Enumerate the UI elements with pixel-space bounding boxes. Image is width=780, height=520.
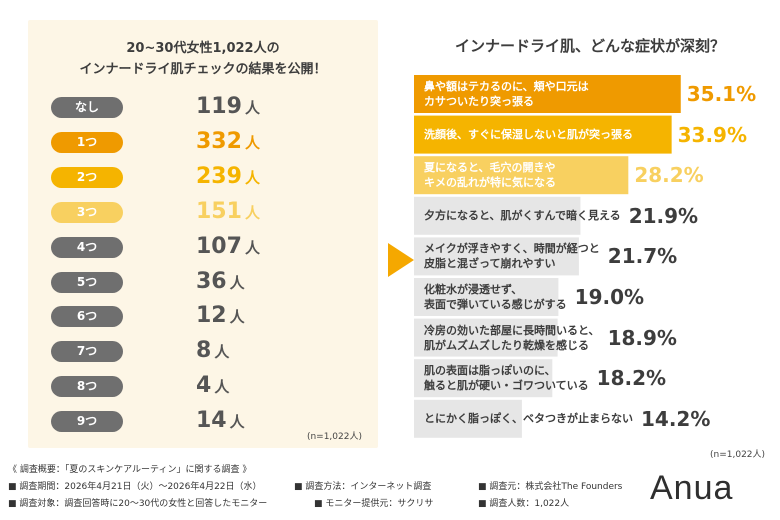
footer-source: ■ 調査元：株式会社The Founders (478, 482, 623, 492)
count-unit: 人 (244, 168, 260, 187)
symptom-percentage: 14.2% (641, 406, 711, 431)
count-unit: 人 (229, 273, 245, 292)
symptom-bar (414, 196, 581, 235)
count-unit: 人 (244, 133, 260, 152)
count-unit: 人 (229, 308, 245, 327)
footer-summary: 《 調査概要：「夏のスキンケアルーティン」に関する調査 》 (8, 465, 252, 475)
footer-period: ■ 調査期間：2026年4月21日（火）〜2026年4月22日（水） (8, 482, 262, 492)
count-unit: 人 (214, 378, 230, 397)
count-pill: 4つ (51, 236, 123, 258)
count-number: 332 (196, 128, 242, 154)
count-number: 239 (196, 163, 242, 189)
brand-logo: Anua (650, 469, 734, 507)
count-number: 4 (196, 373, 212, 399)
count-pill: 1つ (51, 131, 123, 153)
count-number: 36 (196, 268, 227, 294)
footer-provider: ■ モニター提供元：サクリサ (314, 499, 434, 509)
left-sample-size: (n=1,022人) (306, 432, 362, 442)
symptom-label: 鼻や額はテカるのに、頬や口元は カサついたり突っ張る (424, 79, 589, 109)
count-value: 14 人 (196, 408, 245, 434)
count-number: 12 (196, 303, 227, 329)
left-panel: 20~30代女性1,022人の インナードライ肌チェックの結果を公開！ なし 11… (28, 20, 378, 448)
symptom-percentage: 33.9% (677, 122, 748, 147)
symptom-label: 肌の表面は脂っぽいのに、 触ると肌が硬い・ゴワついている (424, 363, 589, 393)
count-unit: 人 (229, 413, 245, 432)
count-number: 107 (196, 233, 242, 259)
symptom-bar (414, 75, 681, 113)
footer-method: ■ 調査方法：インターネット調査 (294, 482, 432, 492)
symptom-bar (414, 318, 558, 357)
symptom-label-line: とにかく脂っぽく、ベタつきが止まらない (424, 412, 633, 426)
count-number: 8 (196, 338, 212, 364)
symptom-label-line: 夕方になると、肌がくすんで暗く見える (424, 209, 621, 223)
symptom-label: 冷房の効いた部屋に長時間いると、 肌がムズムズしたり乾燥を感じる (424, 323, 600, 353)
count-pill: 3つ (51, 201, 123, 223)
symptom-label-line: メイクが浮きやすく、時間が経つと (424, 242, 600, 256)
count-value: 119 人 (196, 94, 260, 120)
symptom-label: メイクが浮きやすく、時間が経つと 皮脂と混ざって崩れやすい (424, 241, 600, 271)
count-value: 12 人 (196, 303, 245, 329)
count-pill: なし (51, 97, 123, 118)
count-pill: 5つ (51, 271, 123, 293)
count-value: 332 人 (196, 129, 260, 155)
symptom-percentage: 35.1% (686, 82, 757, 106)
symptom-label-line: 鼻や額はテカるのに、頬や口元は (424, 80, 589, 93)
symptom-bar (414, 278, 559, 316)
count-value: 36 人 (196, 269, 245, 295)
symptom-label: 夏になると、毛穴の開きや キメの乱れが特に気になる (424, 160, 556, 190)
symptom-label-line: 肌の表面は脂っぽいのに、 (424, 364, 556, 378)
arrow-right-icon (388, 243, 414, 277)
count-unit: 人 (244, 203, 260, 222)
symptom-bar (414, 237, 579, 276)
count-number: 151 (196, 198, 242, 224)
symptom-bar (414, 115, 672, 154)
symptom-label-line: 夏になると、毛穴の開きや (424, 161, 556, 175)
symptom-label-line: 肌がムズムズしたり乾燥を感じる (424, 338, 589, 352)
count-value: 151 人 (196, 199, 260, 225)
count-number: 14 (196, 408, 227, 434)
right-title: インナードライ肌、どんな症状が深刻？ (454, 37, 725, 55)
symptom-percentage: 18.9% (607, 325, 677, 350)
count-pill: 7つ (51, 341, 123, 363)
symptom-bar (414, 399, 522, 438)
count-value: 107 人 (196, 234, 260, 260)
symptom-label-line: 冷房の効いた部屋に長時間いると、 (424, 323, 600, 337)
symptom-label-line: 洗顔後、すぐに保湿しないと肌が突っ張る (424, 128, 633, 142)
symptom-bar (414, 359, 553, 398)
symptom-percentage: 21.9% (628, 203, 699, 228)
symptom-percentage: 19.0% (574, 285, 645, 309)
count-pill: 9つ (51, 411, 123, 433)
right-sample-size: (n=1,022人) (710, 450, 766, 460)
left-title-line2: インナードライ肌チェックの結果を公開！ (79, 62, 327, 77)
count-pill: 2つ (51, 166, 123, 188)
count-value: 239 人 (196, 164, 260, 190)
symptom-label: とにかく脂っぽく、ベタつきが止まらない (424, 411, 633, 426)
count-number: 119 (196, 94, 242, 119)
symptom-label-line: 皮脂と混ざって崩れやすい (424, 257, 556, 271)
count-unit: 人 (244, 238, 260, 257)
symptom-label: 化粧水が浸透せず、表面で弾いている感じがする (424, 282, 567, 312)
symptom-label: 夕方になると、肌がくすんで暗く見える (424, 208, 621, 223)
symptom-percentage: 18.2% (596, 366, 667, 391)
footer-count: ■ 調査人数：1,022人 (478, 499, 570, 509)
symptom-label-line: 化粧水が浸透せず、 (424, 283, 523, 296)
symptom-label-line: キメの乱れが特に気になる (424, 176, 556, 190)
count-pill: 6つ (51, 306, 123, 328)
symptom-percentage: 21.7% (607, 244, 678, 269)
count-pill: 8つ (51, 376, 123, 398)
symptom-label-line: 表面で弾いている感じがする (424, 298, 567, 311)
left-title: 20~30代女性1,022人の インナードライ肌チェックの結果を公開！ (28, 38, 378, 80)
count-unit: 人 (244, 99, 260, 117)
symptom-label-line: 触ると肌が硬い・ゴワついている (424, 379, 589, 393)
left-title-line1: 20~30代女性1,022人の (126, 41, 280, 56)
symptom-percentage: 28.2% (634, 163, 704, 188)
symptom-bar (414, 156, 629, 195)
count-unit: 人 (214, 343, 230, 362)
symptom-label-line: カサついたり突っ張る (424, 95, 534, 108)
footer-target: ■ 調査対象：調査回答時に20〜30代の女性と回答したモニター (8, 499, 268, 509)
symptom-label: 洗顔後、すぐに保湿しないと肌が突っ張る (424, 127, 633, 142)
